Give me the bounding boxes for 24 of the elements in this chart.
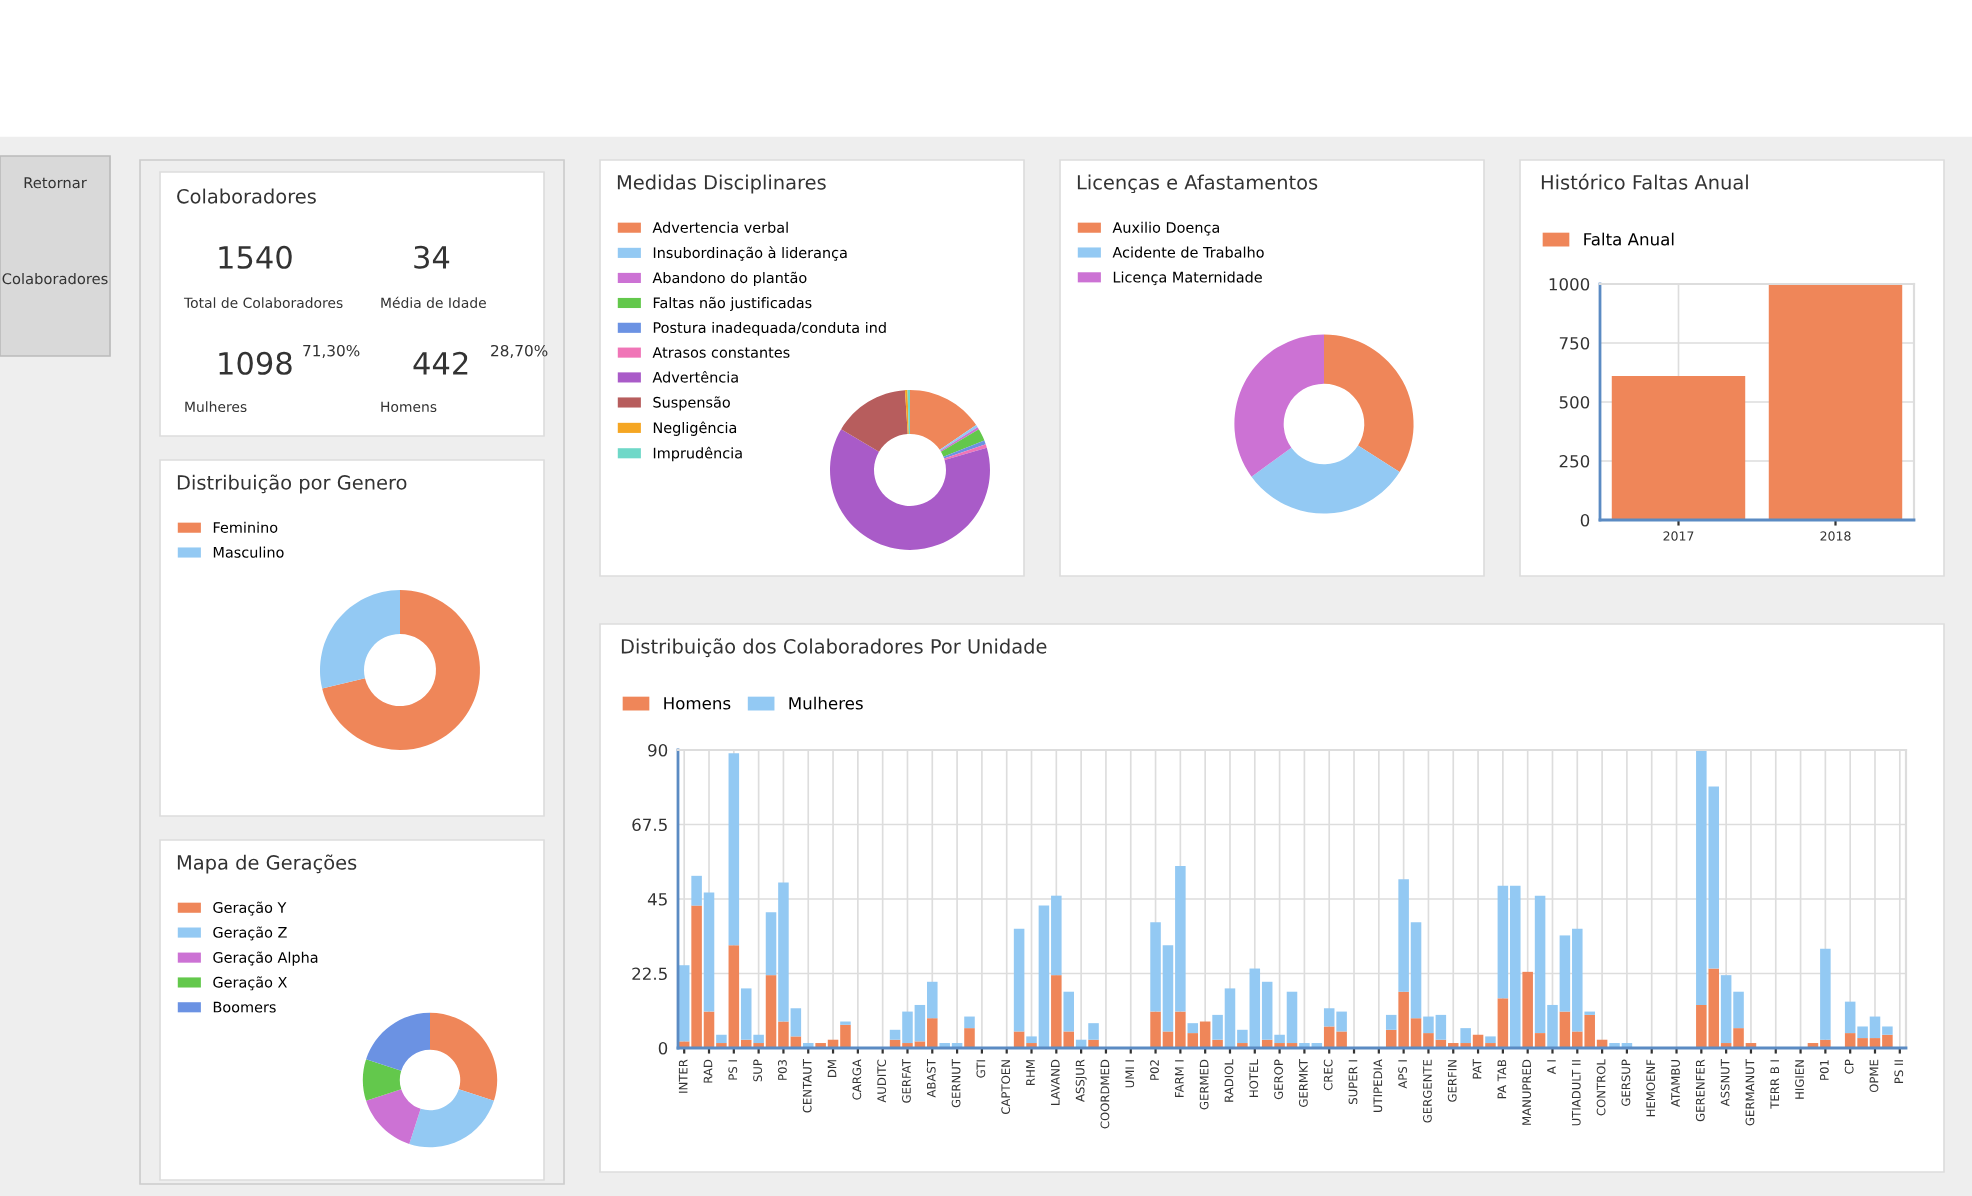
text: 442 [413, 351, 468, 375]
legend-label: Falta Anual [1584, 232, 1674, 246]
text: 1098 [219, 351, 292, 375]
text: Medidas Disciplinares [617, 174, 826, 194]
y-tick-label: 750 [1559, 336, 1590, 350]
legend-label: Mulheres [789, 696, 863, 710]
y-tick-label: 0 [658, 1041, 668, 1055]
chart-title: Histórico Faltas Anual [1541, 173, 1748, 190]
chart-title: Licenças e Afastamentos [1077, 174, 1318, 194]
y-tick-label: 0 [1580, 513, 1590, 527]
text: 1540 [219, 245, 292, 269]
chart-title: Mapa de Gerações [177, 854, 357, 874]
y-tick-label: 1000 [1549, 277, 1590, 291]
legend-label: Homens [664, 697, 731, 710]
y-tick-label: 250 [1559, 454, 1590, 468]
y-tick-label: 45 [647, 893, 667, 906]
y-tick-label: 22.5 [632, 967, 667, 981]
y-tick-label: 67.5 [632, 818, 667, 832]
text: Colaboradores [177, 188, 316, 204]
chart-title: Distribuição por Genero [177, 474, 407, 494]
text: 34 [414, 245, 450, 269]
chart-title: Distribuição dos Colaboradores Por Unidade [621, 638, 1047, 658]
y-tick-label: 90 [648, 743, 668, 757]
y-tick-label: 500 [1559, 395, 1590, 409]
